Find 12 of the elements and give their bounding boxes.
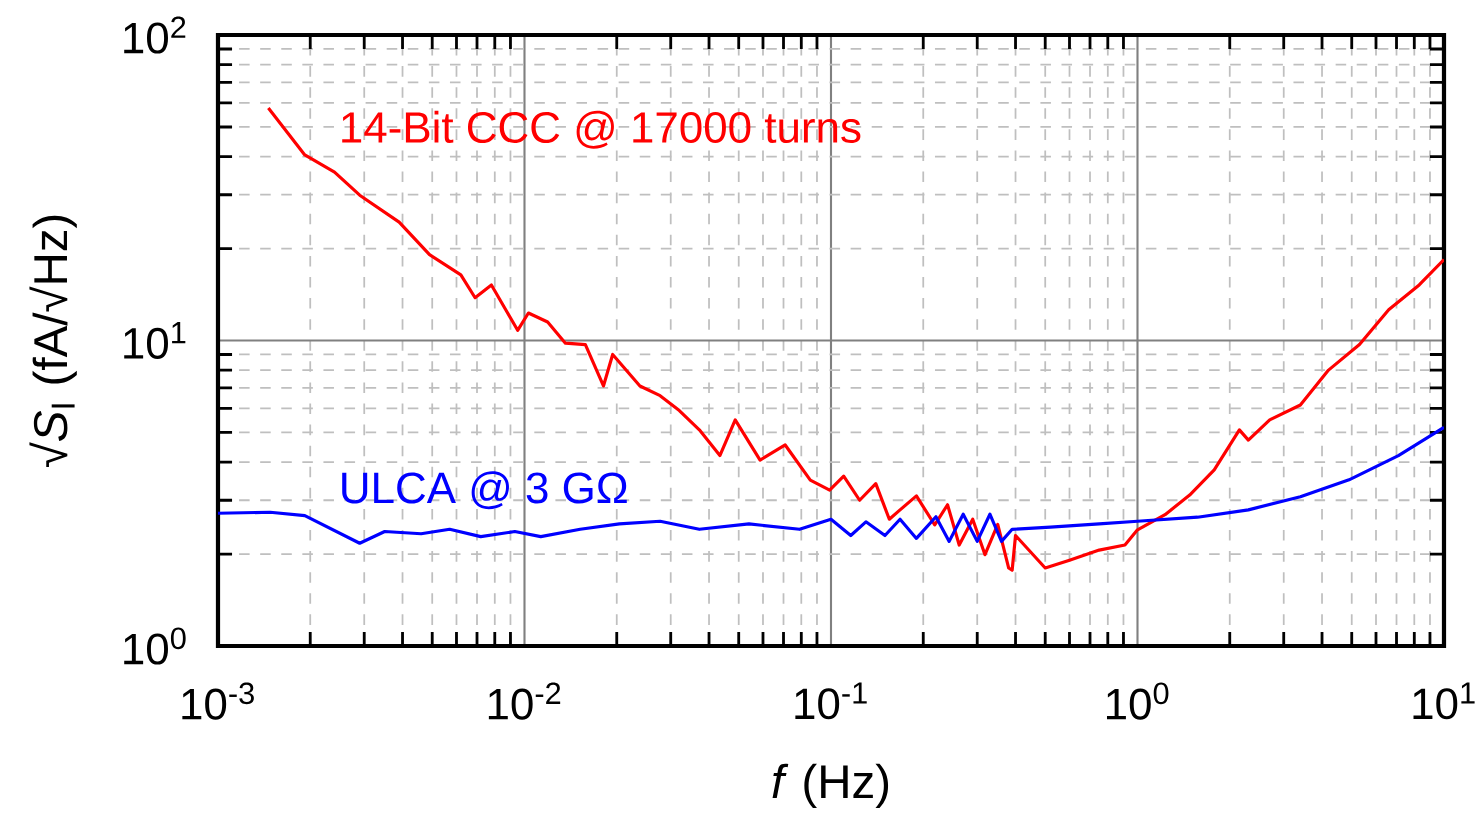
x-tick-label: 10$^{-3}$: [182, 682, 254, 720]
y-tick-label: 10$^{1}$: [124, 322, 186, 359]
y-tick-label: 10$^{2}$: [124, 16, 186, 54]
x-tick-label: 10$^{1}$: [1413, 682, 1475, 720]
series-label: 14-Bit CCC @ 17000 turns: [342, 110, 861, 149]
x-tick-label: 10$^{0}$: [1107, 682, 1169, 720]
x-tick-label: 10$^{-2}$: [488, 682, 561, 720]
y-tick-label: 10$^{0}$: [124, 627, 186, 665]
x-axis-title: f (Hz): [772, 763, 889, 808]
x-tick-label: 10$^{-1}$: [795, 682, 867, 720]
series-label: ULCA @ 3 GΩ: [342, 471, 627, 510]
y-axis-title: √S$_{I}$ (fA/√Hz): [29, 215, 77, 468]
